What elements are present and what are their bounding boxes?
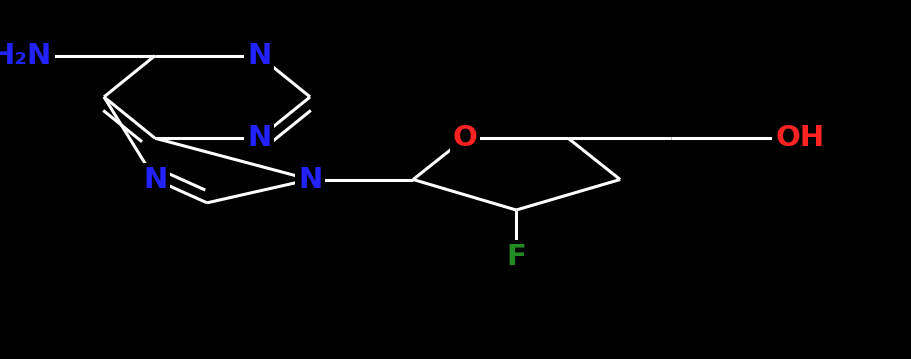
Text: OH: OH bbox=[774, 124, 824, 152]
Text: N: N bbox=[143, 165, 167, 194]
Text: N: N bbox=[247, 42, 271, 70]
Text: N: N bbox=[298, 165, 322, 194]
Text: O: O bbox=[452, 124, 477, 152]
Text: H₂N: H₂N bbox=[0, 42, 52, 70]
Text: F: F bbox=[506, 243, 526, 271]
Text: N: N bbox=[247, 124, 271, 152]
